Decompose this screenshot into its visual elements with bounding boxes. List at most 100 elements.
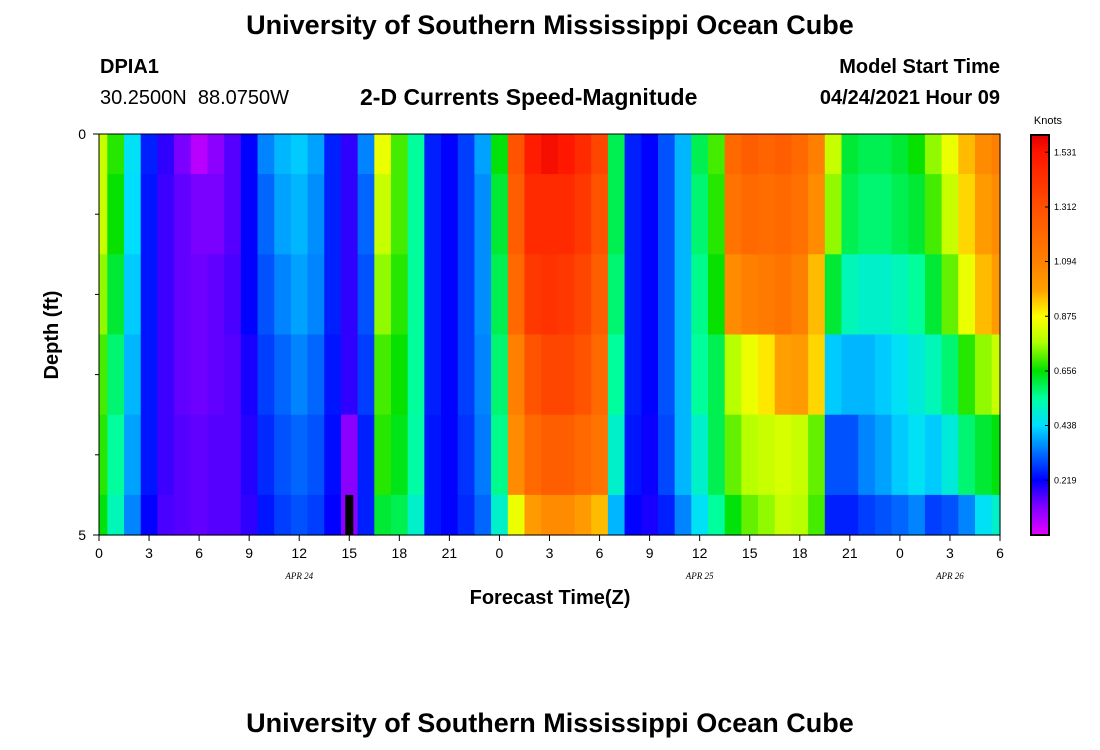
heatmap-cell: [591, 174, 609, 255]
heatmap-cell: [674, 414, 692, 496]
heatmap-cell: [140, 174, 158, 255]
heatmap-cell: [657, 134, 676, 175]
heatmap-cell: [741, 174, 759, 255]
heatmap-cell: [841, 134, 859, 175]
heatmap-cell: [424, 414, 442, 496]
heatmap-cell: [541, 174, 559, 255]
heatmap-cell: [140, 334, 158, 416]
colorbar-tick-label: 1.531: [1054, 147, 1077, 157]
heatmap-cell: [207, 494, 225, 536]
y-axis-label: Depth (ft): [41, 291, 63, 380]
heatmap-cell: [674, 254, 692, 336]
heatmap-cell: [99, 494, 108, 536]
heatmap-cell: [424, 494, 442, 536]
heatmap-cell: [674, 334, 692, 416]
heatmap-cell: [791, 174, 809, 255]
date-label: APR 25: [685, 571, 714, 581]
heatmap-cell: [124, 334, 142, 416]
heatmap-cell: [908, 174, 926, 255]
heatmap-cell: [958, 334, 976, 416]
heatmap-cell: [774, 174, 793, 255]
heatmap-cell: [641, 334, 659, 416]
heatmap-cell: [774, 134, 793, 175]
heatmap-cell: [474, 334, 492, 416]
heatmap-cell: [124, 134, 142, 175]
heatmap-cell: [891, 174, 909, 255]
heatmap-cell: [624, 494, 642, 536]
x-tick-label: 9: [646, 545, 654, 561]
heatmap-cell: [958, 134, 976, 175]
heatmap-cell: [157, 494, 175, 536]
heatmap-cell: [657, 254, 676, 336]
heatmap-cell: [858, 414, 876, 496]
heatmap-cell: [474, 134, 492, 175]
heatmap-cell: [224, 254, 242, 336]
heatmap-cell: [207, 414, 225, 496]
heatmap-cell: [741, 254, 759, 336]
model-start-value: 04/24/2021 Hour 09: [819, 87, 1000, 109]
heatmap-cell: [991, 134, 1001, 175]
heatmap-cell: [457, 334, 476, 416]
heatmap-cell: [491, 174, 509, 255]
heatmap-cell: [207, 134, 225, 175]
heatmap-cell: [874, 334, 893, 416]
heatmap-cell: [607, 494, 626, 536]
heatmap-cell: [407, 254, 425, 336]
heatmap-cell: [224, 494, 242, 536]
heatmap-cell: [524, 494, 542, 536]
heatmap-cell: [607, 254, 626, 336]
heatmap-cell: [257, 134, 275, 175]
heatmap-cell: [390, 414, 409, 496]
heatmap-cell: [524, 134, 542, 175]
heatmap-cell: [257, 494, 275, 536]
heatmap-cell: [207, 334, 225, 416]
heatmap-cell: [357, 494, 375, 536]
heatmap-cell: [340, 414, 359, 496]
heatmap-cell: [641, 174, 659, 255]
heatmap-cell: [324, 254, 342, 336]
heatmap-cell: [691, 414, 709, 496]
heatmap-cell: [708, 174, 726, 255]
heatmap-cell: [274, 174, 292, 255]
heatmap-cell: [924, 494, 943, 536]
heatmap-cell: [307, 494, 325, 536]
x-tick-label: 21: [442, 545, 458, 561]
heatmap-cell: [574, 134, 592, 175]
footer-title: University of Southern Mississippi Ocean…: [246, 708, 854, 738]
heatmap-cell: [157, 334, 175, 416]
heatmap-cell: [441, 254, 459, 336]
heatmap-cell: [124, 494, 142, 536]
heatmap-cell: [507, 254, 526, 336]
heatmap-cell: [407, 414, 425, 496]
heatmap-cell: [99, 334, 108, 416]
heatmap-cell: [891, 254, 909, 336]
heatmap-cell: [841, 254, 859, 336]
heatmap-cell: [157, 254, 175, 336]
heatmap-cell: [758, 134, 776, 175]
heatmap-cell: [591, 334, 609, 416]
date-label: APR 24: [284, 571, 313, 581]
heatmap-cell: [841, 174, 859, 255]
heatmap-cell: [224, 134, 242, 175]
heatmap-cell: [207, 174, 225, 255]
heatmap-cell: [390, 134, 409, 175]
x-tick-label: 9: [245, 545, 253, 561]
heatmap-cell: [941, 134, 959, 175]
heatmap-cell: [340, 134, 359, 175]
heatmap-cell: [457, 414, 476, 496]
heatmap-cell: [557, 174, 576, 255]
heatmap-cell: [808, 334, 826, 416]
heatmap-cell: [157, 414, 175, 496]
heatmap-cell: [424, 174, 442, 255]
heatmap-cell: [107, 134, 125, 175]
heatmap-cell: [824, 414, 843, 496]
heatmap-cell: [457, 134, 476, 175]
heatmap-cell: [858, 494, 876, 536]
heatmap-cell: [874, 494, 893, 536]
heatmap-cell: [741, 334, 759, 416]
heatmap-cell: [474, 174, 492, 255]
heatmap-cell: [941, 254, 959, 336]
x-tick-label: 12: [692, 545, 708, 561]
heatmap-cell: [841, 494, 859, 536]
heatmap-cell: [824, 334, 843, 416]
